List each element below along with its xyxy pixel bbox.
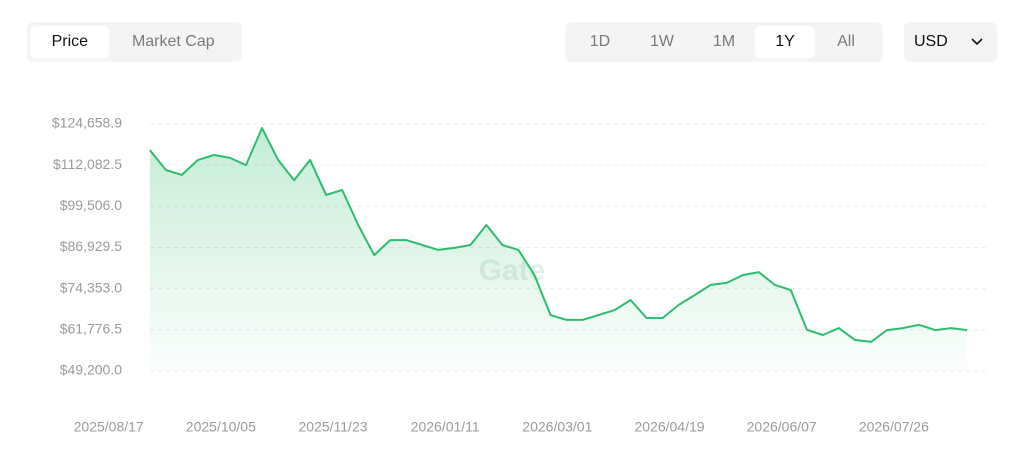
x-tick-label: 2026/04/19 xyxy=(634,419,704,435)
y-tick-label: $112,082.5 xyxy=(53,156,122,172)
x-tick-label: 2025/08/17 xyxy=(74,419,144,435)
x-tick-label: 2025/10/05 xyxy=(186,419,256,435)
currency-select[interactable]: USD xyxy=(904,22,997,62)
x-tick-label: 2026/07/26 xyxy=(859,419,929,435)
x-tick-label: 2026/01/11 xyxy=(411,419,480,435)
watermark: Gate xyxy=(479,254,546,287)
range-button[interactable]: All xyxy=(837,33,855,50)
x-tick-label: 2026/03/01 xyxy=(522,419,592,435)
y-tick-label: $49,200.0 xyxy=(60,362,122,378)
tab-group: Price Market Cap xyxy=(27,22,242,62)
range-button[interactable]: 1D xyxy=(589,33,611,50)
range-group: 1D 1W 1M 1Y All xyxy=(565,22,883,62)
area xyxy=(149,128,968,371)
x-tick-label: 2025/11/23 xyxy=(298,419,367,435)
y-tick-label: $61,776.5 xyxy=(60,321,122,337)
x-tick-label: 2026/06/07 xyxy=(747,419,817,435)
y-tick-label: $124,658.9 xyxy=(52,115,122,131)
y-tick-label: $86,929.5 xyxy=(60,238,122,254)
currency: USD xyxy=(914,33,948,50)
range-button[interactable]: 1M xyxy=(712,33,736,50)
chevron xyxy=(971,38,983,46)
y-tick-label: $99,506.0 xyxy=(60,197,122,213)
range-button[interactable]: 1Y xyxy=(755,26,815,58)
tab[interactable]: Price xyxy=(31,26,109,58)
range-button[interactable]: 1W xyxy=(650,33,674,50)
price-line xyxy=(149,127,968,343)
y-tick-label: $74,353.0 xyxy=(60,279,122,295)
tab[interactable]: Market Cap xyxy=(131,33,215,50)
